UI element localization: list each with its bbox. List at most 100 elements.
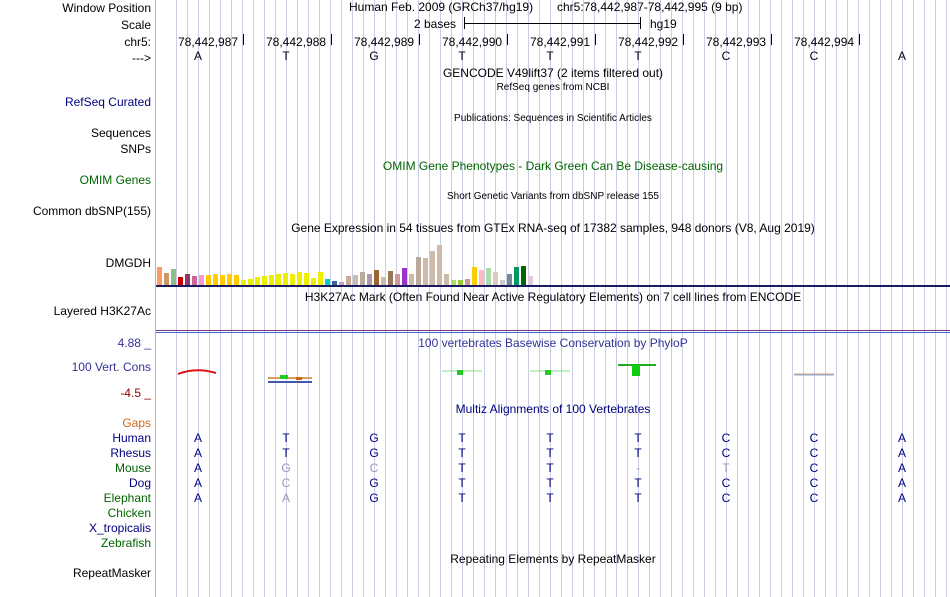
gtex-tissue-bar[interactable] [409, 274, 414, 285]
gtex-tissue-bar[interactable] [318, 272, 323, 285]
gtex-tissue-bar[interactable] [339, 282, 344, 285]
track-label-refseq[interactable]: RefSeq Curated [64, 95, 151, 109]
gtex-tissue-bar[interactable] [430, 251, 435, 285]
track-label-snps[interactable]: SNPs [120, 142, 151, 156]
track-label-omim[interactable]: OMIM Genes [79, 173, 151, 187]
gtex-tissue-bar[interactable] [395, 274, 400, 285]
gtex-tissue-bar[interactable] [178, 277, 183, 285]
gtex-tissue-bar[interactable] [458, 280, 463, 285]
aligned-base: T [458, 431, 466, 445]
species-label-dog[interactable]: Dog [128, 476, 151, 490]
gtex-tissue-bar[interactable] [185, 274, 190, 285]
gtex-tissue-bar[interactable] [465, 279, 470, 285]
ruler-tick [771, 34, 772, 45]
gtex-tissue-bar[interactable] [325, 279, 330, 285]
gtex-tissue-bar[interactable] [500, 280, 505, 285]
track-label-repeatmasker[interactable]: RepeatMasker [72, 566, 151, 580]
gtex-tissue-bar[interactable] [248, 279, 253, 285]
track-title-gtex[interactable]: Gene Expression in 54 tissues from GTEx … [291, 221, 815, 235]
track-title-multiz[interactable]: Multiz Alignments of 100 Vertebrates [455, 402, 651, 416]
gtex-tissue-bar[interactable] [332, 281, 337, 285]
gtex-tissue-bar[interactable] [213, 274, 218, 285]
gtex-tissue-bar[interactable] [521, 266, 526, 285]
track-label-dmgdh[interactable]: DMGDH [105, 256, 151, 270]
h3k27ac-signal-line-2 [156, 332, 950, 333]
gtex-tissue-bar[interactable] [437, 245, 442, 285]
gtex-tissue-bar[interactable] [444, 274, 449, 285]
gtex-tissue-bar[interactable] [164, 273, 169, 285]
cons-bar [280, 375, 288, 379]
species-label-zebrafish[interactable]: Zebrafish [100, 536, 151, 550]
aligned-base: G [369, 491, 379, 505]
gtex-tissue-bar[interactable] [486, 268, 491, 285]
species-label-rhesus[interactable]: Rhesus [110, 446, 151, 460]
gtex-tissue-bar[interactable] [353, 275, 358, 285]
base-guide-line [946, 0, 947, 597]
gtex-tissue-bar[interactable] [255, 277, 260, 285]
ruler-tick [419, 34, 420, 45]
gtex-tissue-bar[interactable] [206, 275, 211, 285]
track-display-area[interactable]: Human Feb. 2009 (GRCh37/hg19) chr5:78,44… [156, 0, 950, 597]
gtex-tissue-bar[interactable] [479, 270, 484, 285]
gtex-tissue-bar[interactable] [241, 280, 246, 285]
base-guide-line [902, 0, 903, 597]
gtex-tissue-bar[interactable] [507, 274, 512, 285]
track-label-sequences[interactable]: Sequences [90, 126, 151, 140]
gtex-tissue-bar[interactable] [472, 267, 477, 285]
track-title-short-variants[interactable]: Short Genetic Variants from dbSNP releas… [447, 191, 659, 202]
track-label-gaps[interactable]: Gaps [122, 416, 151, 430]
gtex-tissue-bar[interactable] [276, 274, 281, 285]
gtex-tissue-bar[interactable] [234, 275, 239, 285]
aligned-base: A [193, 446, 202, 460]
gtex-tissue-bar[interactable] [227, 274, 232, 285]
base-guide-line [660, 0, 661, 597]
gtex-tissue-bar[interactable] [493, 272, 498, 285]
track-title-repeatmasker[interactable]: Repeating Elements by RepeatMasker [450, 552, 656, 566]
species-label-chicken[interactable]: Chicken [107, 506, 151, 520]
species-label-human[interactable]: Human [112, 431, 151, 445]
species-label-xtropicalis[interactable]: X_tropicalis [88, 521, 151, 535]
gtex-tissue-bar[interactable] [360, 272, 365, 285]
gtex-tissue-bar[interactable] [514, 267, 519, 285]
gtex-tissue-bar[interactable] [381, 277, 386, 285]
gtex-tissue-bar[interactable] [311, 278, 316, 285]
aligned-base: A [193, 476, 202, 490]
gtex-tissue-bar[interactable] [451, 280, 456, 285]
track-title-omim-phenotypes[interactable]: OMIM Gene Phenotypes - Dark Green Can Be… [382, 159, 724, 173]
gtex-tissue-bar[interactable] [269, 275, 274, 285]
track-title-publications[interactable]: Publications: Sequences in Scientific Ar… [454, 113, 652, 124]
track-title-phylop[interactable]: 100 vertebrates Basewise Conservation by… [418, 336, 688, 350]
track-title-refseq[interactable]: RefSeq genes from NCBI [496, 82, 610, 93]
gtex-tissue-bar[interactable] [388, 271, 393, 285]
track-title-h3k27ac[interactable]: H3K27Ac Mark (Often Found Near Active Re… [304, 290, 802, 304]
gtex-tissue-bar[interactable] [374, 270, 379, 285]
gtex-tissue-bar[interactable] [367, 274, 372, 285]
gtex-expression-chart[interactable] [156, 236, 950, 285]
gtex-tissue-bar[interactable] [283, 273, 288, 285]
gtex-tissue-bar[interactable] [297, 272, 302, 285]
phylop-conservation-graph[interactable] [156, 352, 950, 392]
gtex-tissue-bar[interactable] [346, 276, 351, 285]
species-label-mouse[interactable]: Mouse [114, 461, 151, 475]
gtex-tissue-bar[interactable] [171, 269, 176, 285]
track-label-dbsnp[interactable]: Common dbSNP(155) [32, 204, 151, 218]
aligned-base: T [458, 476, 466, 490]
gtex-tissue-bar[interactable] [157, 267, 162, 285]
track-title-gencode[interactable]: GENCODE V49lift37 (2 items filtered out) [442, 66, 664, 80]
track-label-cons[interactable]: 100 Vert. Cons [71, 360, 151, 374]
gtex-tissue-bar[interactable] [402, 268, 407, 285]
aligned-base: T [634, 491, 642, 505]
gtex-tissue-bar[interactable] [290, 274, 295, 285]
gtex-tissue-bar[interactable] [528, 276, 533, 285]
gtex-tissue-bar[interactable] [220, 275, 225, 285]
gtex-tissue-bar[interactable] [423, 258, 428, 285]
track-label-h3k27ac[interactable]: Layered H3K27Ac [53, 304, 151, 318]
base-guide-line [737, 0, 738, 597]
gtex-tissue-bar[interactable] [192, 276, 197, 285]
gtex-tissue-bar[interactable] [416, 257, 421, 285]
species-label-elephant[interactable]: Elephant [103, 491, 151, 505]
gtex-tissue-bar[interactable] [304, 273, 309, 285]
gtex-tissue-bar[interactable] [199, 275, 204, 285]
gtex-tissue-bar[interactable] [262, 276, 267, 285]
